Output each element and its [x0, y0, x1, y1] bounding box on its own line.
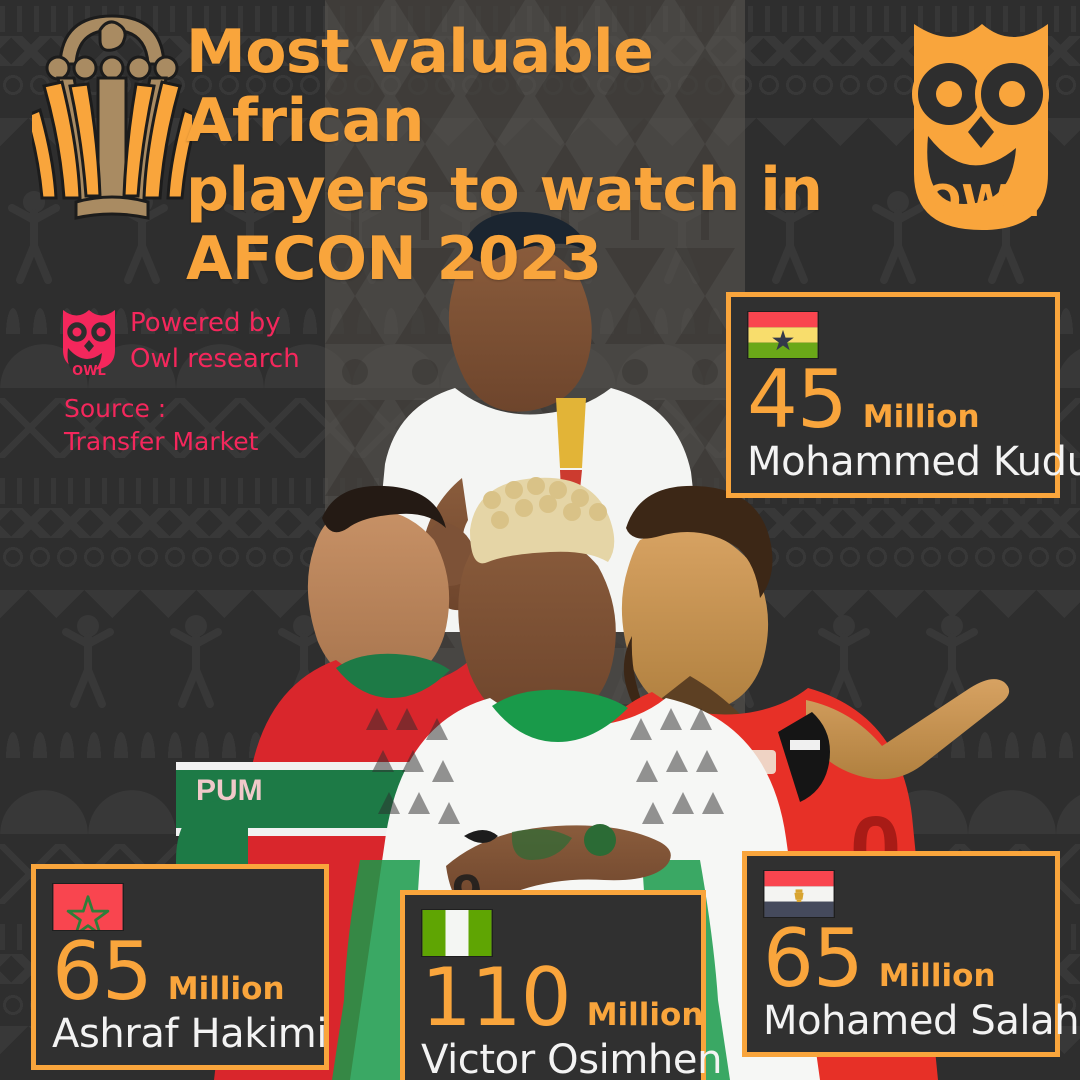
player-value-kudus: 45 [747, 353, 848, 446]
player-unit-salah: Million [878, 958, 996, 994]
svg-text:OWL: OWL [72, 364, 106, 376]
source-label: Source : Transfer Market [64, 394, 259, 456]
player-card-hakimi[interactable]: 65 Million Ashraf Hakimi [31, 864, 329, 1071]
player-name-hakimi: Ashraf Hakimi [52, 1011, 328, 1058]
player-name-kudus: Mohammed Kudus [747, 439, 1080, 486]
player-unit-osimhen: Million [586, 997, 704, 1033]
player-value-osimhen: 110 [421, 951, 572, 1044]
powered-by-label: Powered by Owl research [130, 308, 300, 374]
player-card-osimhen[interactable]: 110 Million Victor Osimhen [400, 890, 723, 1080]
player-name-osimhen: Victor Osimhen [421, 1037, 723, 1080]
owl-logo: OWL [906, 12, 1056, 230]
owl-wordmark: OWL [924, 176, 1038, 227]
powered-by-block: OWL Powered by Owl research [60, 306, 300, 378]
flag-morocco [52, 883, 124, 931]
powered-owl-icon: OWL [60, 306, 118, 376]
player-card-salah[interactable]: 65 Million Mohamed Salah [742, 851, 1080, 1058]
afcon-trophy-logo [32, 6, 192, 224]
flag-egypt [763, 870, 835, 918]
page-title: Most valuable African players to watch i… [186, 17, 823, 294]
player-unit-hakimi: Million [167, 971, 285, 1007]
svg-text:PUM: PUM [196, 774, 263, 807]
pattern-figures-band-top [0, 188, 1080, 284]
flag-ghana [747, 311, 819, 359]
player-card-kudus[interactable]: 45 Million Mohammed Kudus [726, 292, 1080, 499]
flag-nigeria [421, 909, 493, 957]
player-unit-kudus: Million [862, 399, 980, 435]
player-name-salah: Mohamed Salah [763, 998, 1080, 1045]
player-value-salah: 65 [763, 912, 864, 1005]
player-value-hakimi: 65 [52, 925, 153, 1018]
